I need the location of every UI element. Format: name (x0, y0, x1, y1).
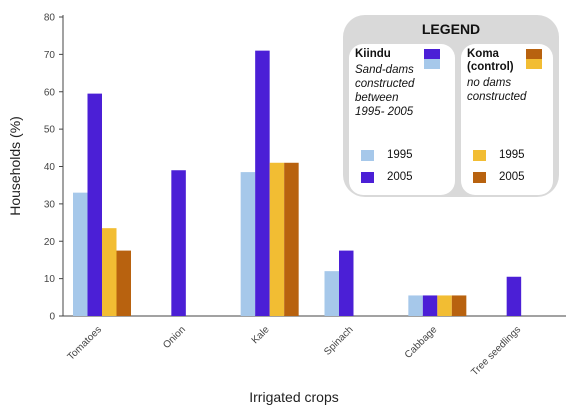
legend-swatch (473, 150, 486, 161)
kiindu-desc-line: 1995- 2005 (355, 106, 414, 118)
bar-kiindu-1995-spinach (324, 271, 339, 316)
bar-kiindu-2005-cabbage (422, 295, 438, 316)
legend-koma-description: no dams constructed (467, 76, 547, 104)
legend-item-label: 2005 (499, 171, 525, 183)
y-tick-label: 70 (44, 50, 56, 61)
bar-koma-1995-tomatoes (102, 228, 117, 316)
x-tick-label: Tree seedlings (469, 324, 523, 378)
legend-kiindu-description: Sand-dams constructed between 1995- 2005 (355, 63, 449, 119)
legend-swatch (361, 172, 374, 183)
legend-swatch (361, 150, 374, 161)
koma-swatch-1995 (526, 59, 542, 69)
legend-site-koma: Koma (467, 48, 499, 60)
x-tick-label: Cabbage (403, 324, 440, 361)
legend-site-kiindu: Kiindu (355, 48, 391, 60)
bar-koma-1995-cabbage (437, 295, 452, 316)
kiindu-desc-line: Sand-dams (355, 64, 414, 76)
bar-kiindu-2005-onion (171, 170, 186, 316)
legend-item-label: 1995 (499, 149, 525, 161)
kiindu-swatch-2005 (424, 49, 440, 59)
bar-koma-2005-tomatoes (116, 250, 131, 316)
y-tick-label: 0 (49, 312, 55, 323)
kiindu-swatch-1995 (424, 59, 440, 69)
kiindu-desc-line: constructed (355, 78, 415, 90)
bar-koma-2005-cabbage (451, 295, 467, 316)
y-tick-label: 50 (44, 125, 56, 136)
x-tick-label: Onion (161, 324, 188, 351)
y-axis-title: Households (%) (7, 116, 23, 216)
x-tick-label: Spinach (322, 324, 355, 357)
y-tick-label: 30 (44, 199, 56, 210)
y-tick-label: 10 (44, 274, 56, 285)
koma-desc-line: no dams (467, 77, 512, 89)
koma-swatch-stack (526, 49, 542, 69)
x-axis-title: Irrigated crops (249, 389, 338, 405)
legend-site-koma-sub: (control) (467, 61, 514, 73)
y-tick-label: 60 (44, 87, 56, 98)
koma-desc-line: constructed (467, 91, 527, 103)
bar-koma-2005-kale (284, 162, 299, 316)
legend: LEGEND Kiindu Sand-dams constructed betw… (343, 15, 559, 197)
kiindu-desc-line: between (355, 92, 399, 104)
bar-kiindu-1995-tomatoes (73, 192, 88, 316)
bar-kiindu-2005-spinach (339, 250, 354, 316)
koma-swatch-2005 (526, 49, 542, 59)
legend-item-label: 1995 (387, 149, 413, 161)
kiindu-swatch-stack (424, 49, 440, 69)
bar-kiindu-1995-kale (240, 172, 256, 316)
y-tick-label: 20 (44, 237, 56, 248)
legend-panel-kiindu: Kiindu Sand-dams constructed between 199… (349, 44, 455, 195)
legend-title: LEGEND (421, 21, 481, 37)
bar-kiindu-1995-cabbage (408, 295, 423, 316)
y-tick-label: 40 (44, 162, 56, 173)
legend-panel-koma: Koma (control) no dams constructed 1995 … (461, 44, 553, 195)
x-tick-label: Kale (250, 324, 272, 346)
y-tick-label: 80 (44, 13, 56, 24)
legend-item-label: 2005 (387, 171, 413, 183)
bar-kiindu-2005-kale (255, 50, 270, 316)
bar-kiindu-2005-tomatoes (87, 93, 102, 317)
x-tick-label: Tomatoes (66, 324, 104, 362)
bar-kiindu-2005-tree-seedlings (506, 276, 522, 316)
bar-koma-1995-kale (269, 162, 285, 316)
legend-swatch (473, 172, 486, 183)
